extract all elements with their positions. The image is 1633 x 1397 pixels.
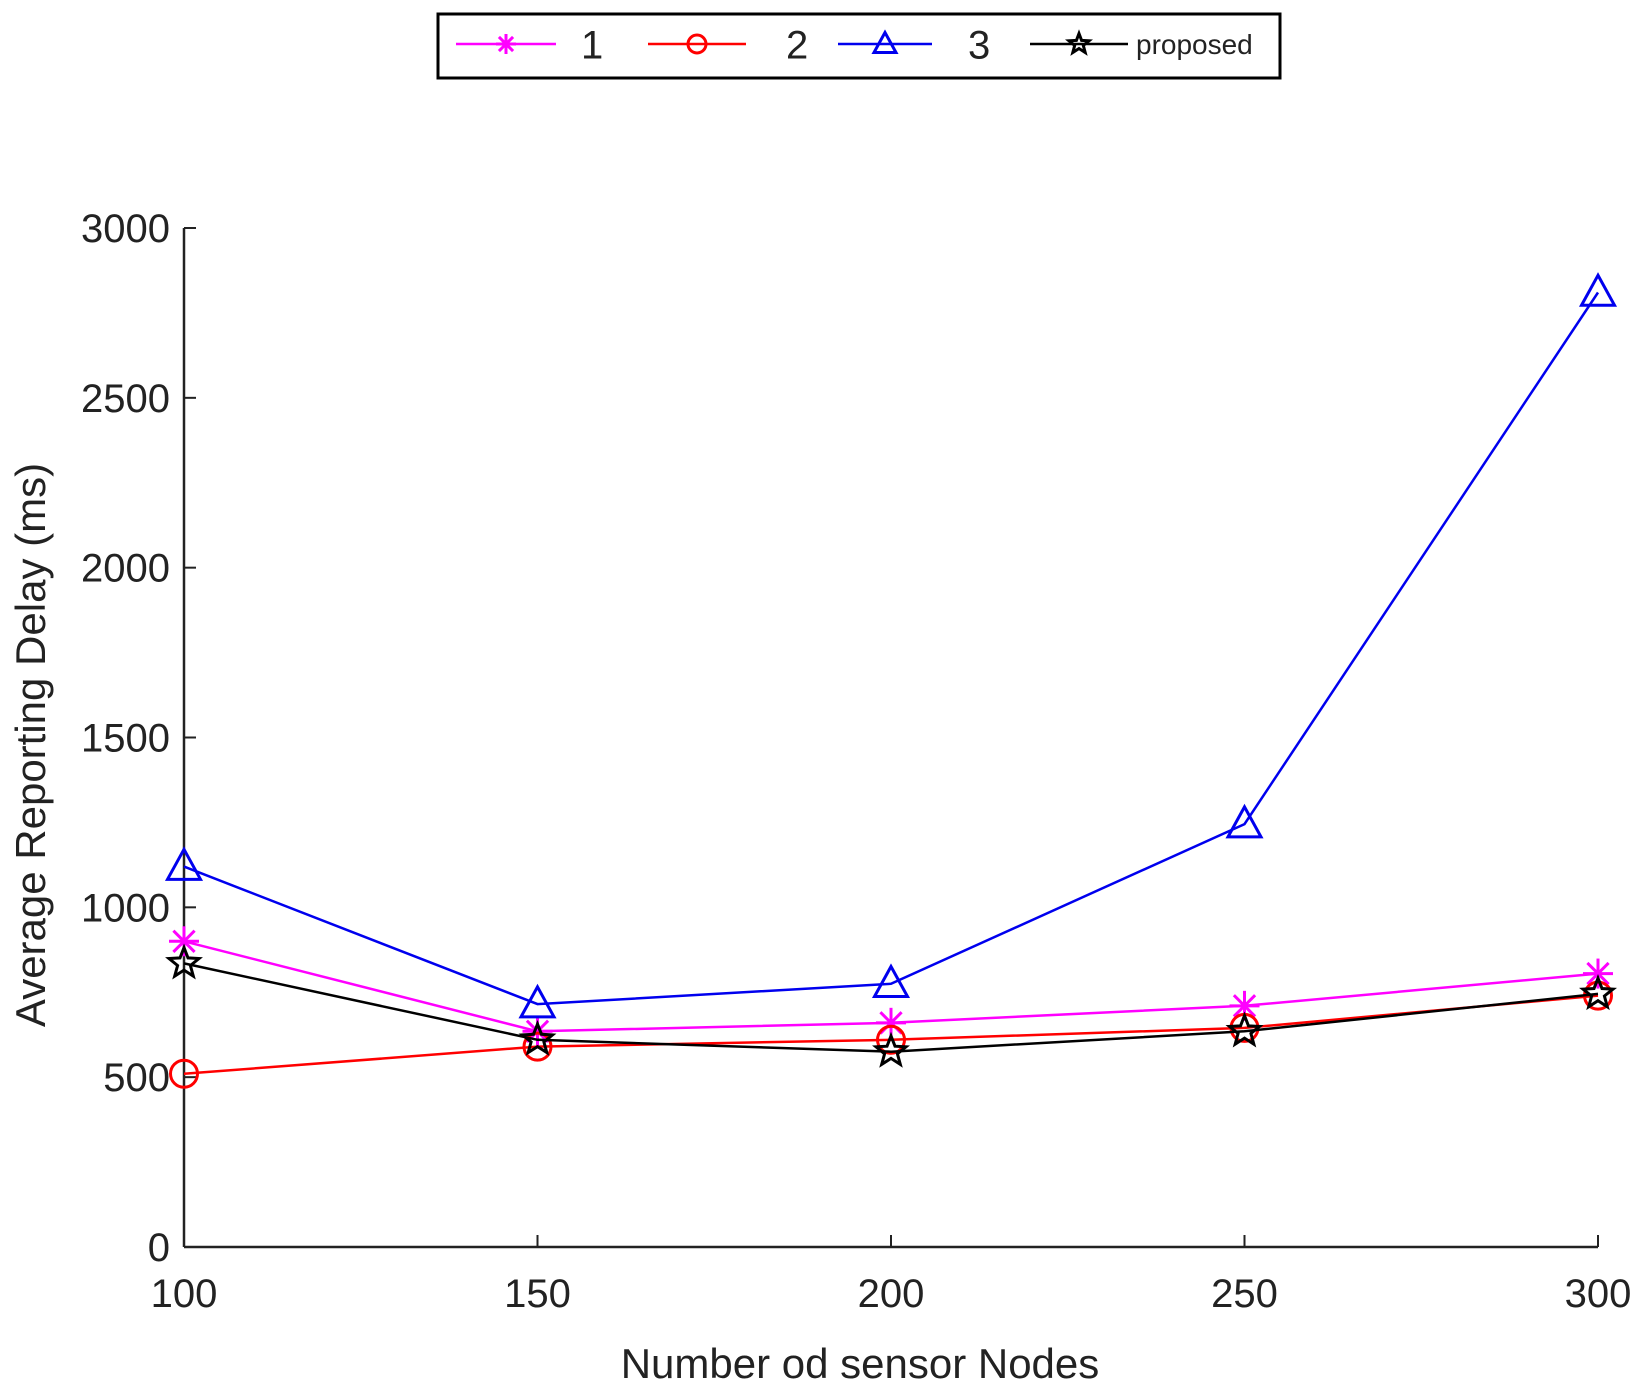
y-tick-label: 2500	[81, 377, 170, 421]
y-tick-label: 1000	[81, 886, 170, 930]
x-tick-label: 100	[151, 1272, 218, 1316]
y-tick-label: 2000	[81, 547, 170, 591]
legend-label: 1	[581, 23, 603, 67]
legend-box	[436, 12, 1282, 80]
data-point-2	[876, 1024, 906, 1055]
series-line-proposed	[183, 962, 1599, 1053]
x-tick-label: 250	[1211, 1272, 1278, 1316]
data-point-proposed	[518, 1019, 557, 1056]
legend-entry-proposed: proposed	[1030, 29, 1253, 60]
data-point-1	[169, 926, 199, 957]
legend-label: 2	[786, 23, 808, 67]
y-tick-label: 3000	[81, 207, 170, 251]
legend-label: proposed	[1136, 29, 1253, 60]
x-tick-label: 300	[1565, 1272, 1632, 1316]
legend-entry-3: 3	[838, 23, 990, 67]
y-tick-label: 1500	[81, 717, 170, 761]
data-point-3	[164, 846, 204, 881]
data-point-proposed	[165, 943, 203, 980]
data-point-3	[518, 983, 557, 1019]
legend-marker-proposed	[1065, 29, 1093, 56]
y-tick-label: 500	[103, 1056, 170, 1100]
y-tick-label: 0	[148, 1226, 170, 1270]
data-point-3	[1225, 803, 1264, 839]
y-axis-ticks: 0 500 1000 1500 2000 2500 3000	[81, 207, 196, 1270]
series-proposed	[165, 943, 1617, 1068]
data-point-2	[169, 1058, 199, 1089]
x-tick-label: 150	[504, 1272, 571, 1316]
data-point-2	[522, 1031, 553, 1062]
data-point-3	[1578, 272, 1618, 307]
legend-entry-2: 2	[648, 23, 808, 67]
data-point-proposed	[1225, 1011, 1264, 1048]
series-3	[164, 272, 1618, 1019]
x-tick-label: 200	[858, 1272, 925, 1316]
series-layer	[164, 272, 1618, 1089]
y-axis-title: Average Reporting Delay (ms)	[7, 463, 54, 1027]
legend-marker-3	[871, 29, 899, 54]
legend-label: 3	[968, 23, 990, 67]
legend-entry-1: 1	[456, 23, 603, 67]
data-point-proposed	[1579, 974, 1617, 1011]
data-point-proposed	[872, 1031, 910, 1068]
x-axis-ticks: 100 150 200 250 300	[151, 1235, 1632, 1316]
x-axis-title: Number od sensor Nodes	[621, 1340, 1100, 1387]
plot-area	[182, 228, 1598, 1249]
legend-marker-1	[496, 34, 516, 54]
data-point-1	[1583, 958, 1613, 989]
legend-marker-2	[686, 33, 708, 55]
data-point-3	[871, 963, 911, 999]
legend: 1 2 3 proposed	[436, 12, 1282, 80]
series-line-3	[183, 291, 1600, 1006]
